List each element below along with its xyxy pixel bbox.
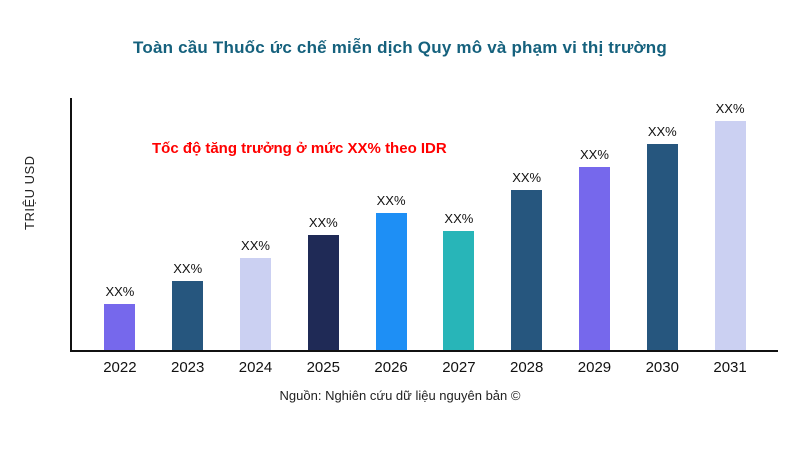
bar-value-label: XX% [715,100,745,116]
bar-2025 [307,235,339,350]
growth-annotation: Tốc độ tăng trưởng ở mức XX% theo IDR [152,140,447,157]
bar-2031 [714,120,746,350]
plot-area: Tốc độ tăng trưởng ở mức XX% theo IDR XX… [70,98,778,376]
bar-2026 [375,212,407,350]
bar-2027 [443,230,475,350]
x-tick-label-2027: 2027 [442,359,476,376]
bar-2024 [239,258,271,350]
bar-group-2030: XX% [628,98,696,350]
source-note: Nguồn: Nghiên cứu dữ liệu nguyên bản © [279,388,521,403]
x-tick-label-2029: 2029 [577,359,612,376]
x-tick-label-2028: 2028 [509,359,544,376]
x-tick-label-2025: 2025 [306,359,340,376]
x-tick-label-2026: 2026 [374,359,408,376]
bars: XX% XX% XX% XX% XX% XX% XX% XX% XX% XX% [72,98,778,350]
bar-group-2025: XX% [289,98,357,350]
x-tick-label-2024: 2024 [238,359,273,376]
x-tick-label-2022: 2022 [103,359,137,376]
bar-group-2028: XX% [493,98,561,350]
bar-value-label: XX% [241,238,270,254]
chart-title: Toàn cầu Thuốc ức chế miễn dịch Quy mô v… [133,38,667,57]
x-tick-label-2031: 2031 [713,359,747,376]
bar-value-label: XX% [512,169,542,185]
bar-2023 [172,281,204,350]
x-tick-label-2030: 2030 [645,359,679,376]
bar-value-label: XX% [647,123,677,139]
x-axis-labels: 2022 2023 2024 2025 2026 2027 2028 2029 2030 2031 [72,359,778,376]
x-tick-label-2023: 2023 [171,359,205,376]
bar-group-2031: XX% [696,98,764,350]
bar-group-2029: XX% [561,98,629,350]
bar-value-label: XX% [173,261,203,277]
bar-group-2026: XX% [357,98,425,350]
bar-value-label: XX% [444,210,474,226]
bar-2030 [646,143,678,350]
bar-value-label: XX% [308,215,338,231]
bar-value-label: XX% [376,192,406,208]
bar-group-2023: XX% [154,98,222,350]
bar-group-2027: XX% [425,98,493,350]
bar-value-label: XX% [105,284,135,300]
bar-2029 [578,166,610,350]
y-axis-label: TRIỆU USD [22,155,37,231]
bar-value-label: XX% [580,146,609,162]
bar-group-2022: XX% [86,98,154,350]
bar-2022 [104,304,136,350]
bar-group-2024: XX% [222,98,290,350]
bar-2028 [511,189,543,350]
